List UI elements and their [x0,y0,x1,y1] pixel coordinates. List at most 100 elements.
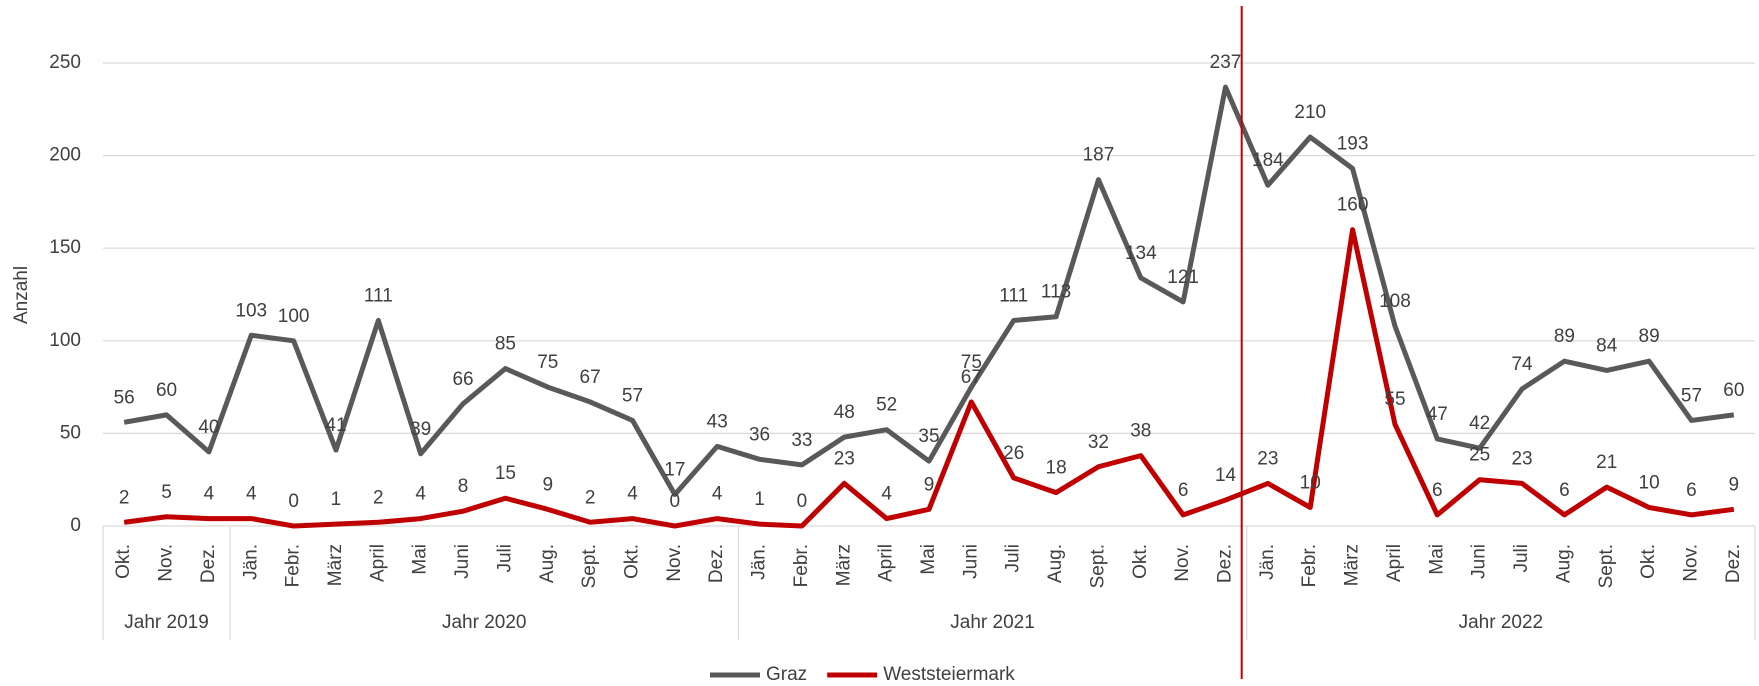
data-label: 4 [204,484,215,505]
x-tick-label: Aug. [537,544,558,583]
x-tick-label: Juni [452,544,473,579]
data-label: 237 [1210,52,1242,73]
x-tick-label: Sept. [1596,544,1617,588]
data-label: 85 [495,334,516,355]
data-label: 103 [235,300,267,321]
data-label: 184 [1252,150,1284,171]
data-label: 9 [542,474,553,495]
data-label: 33 [791,430,812,451]
data-label: 8 [458,476,469,497]
data-label: 89 [1639,326,1660,347]
x-tick-label: Okt. [1130,544,1151,579]
data-label: 57 [1681,385,1702,406]
y-tick-label: 0 [70,515,81,536]
data-label: 35 [918,426,939,447]
data-label: 17 [664,460,685,481]
x-tick-label: April [1384,544,1405,582]
series-line [123,227,1735,529]
x-tick-label: Dez. [1215,544,1236,583]
data-label: 39 [410,419,431,440]
data-label: 6 [1686,480,1697,501]
x-tick-label: Nov. [1172,544,1193,582]
group-label: Jahr 2019 [124,612,209,633]
data-label: 67 [580,367,601,388]
data-label: 89 [1554,326,1575,347]
y-tick-label: 150 [49,237,81,258]
x-tick-label: Jän. [240,544,261,580]
data-label: 9 [924,474,935,495]
x-tick-label: Juli [1511,544,1532,573]
data-label: 56 [114,387,135,408]
data-label: 1 [754,489,765,510]
data-label: 4 [712,484,723,505]
data-label: 6 [1432,480,1443,501]
data-label: 47 [1427,404,1448,425]
x-tick-label: Aug. [1553,544,1574,583]
data-label: 5 [161,482,172,503]
data-label: 75 [537,352,558,373]
data-label: 23 [834,448,855,469]
x-tick-label: Dez. [706,544,727,583]
data-label: 0 [288,491,299,512]
y-tick-label: 250 [49,52,81,73]
data-label: 75 [961,352,982,373]
data-label: 36 [749,424,770,445]
x-tick-label: April [876,544,897,582]
data-label: 4 [415,484,426,505]
data-label: 160 [1337,195,1369,216]
x-tick-label: Mai [1426,544,1447,575]
data-label: 57 [622,385,643,406]
data-label: 32 [1088,432,1109,453]
y-axis-label: Anzahl [11,266,32,324]
x-tick-label: Juli [1003,544,1024,573]
data-label: 100 [278,306,310,327]
data-label: 15 [495,463,516,484]
data-label: 4 [627,484,638,505]
data-label: 210 [1294,102,1326,123]
data-label: 9 [1729,474,1740,495]
data-label: 84 [1596,335,1618,356]
x-tick-label: Dez. [1723,544,1744,583]
data-label: 14 [1215,465,1237,486]
y-tick-label: 100 [49,330,81,351]
data-label: 38 [1130,421,1151,442]
data-label: 43 [707,411,728,432]
x-tick-label: Febr. [283,544,304,587]
data-label: 74 [1511,354,1533,375]
data-label: 0 [797,491,808,512]
data-label: 134 [1125,243,1157,264]
data-label: 67 [961,367,982,388]
data-label: 25 [1469,445,1490,466]
x-tick-label: Febr. [791,544,812,587]
data-label: 23 [1257,448,1278,469]
x-tick-label: Mai [410,544,431,575]
data-label: 6 [1178,480,1189,501]
data-label: 52 [876,395,897,416]
x-tick-label: Febr. [1299,544,1320,587]
x-tick-label: Nov. [156,544,177,582]
data-label: 18 [1046,458,1067,479]
y-tick-label: 50 [60,422,81,443]
data-label: 111 [364,285,393,306]
x-tick-label: Juni [960,544,981,579]
x-tick-label: Juni [1469,544,1490,579]
legend-label: Graz [766,664,807,685]
data-label: 4 [881,484,892,505]
data-label: 187 [1083,145,1115,166]
x-tick-label: Sept. [579,544,600,588]
data-label: 4 [246,484,257,505]
data-label: 193 [1337,134,1369,155]
x-tick-label: März [325,544,346,586]
x-tick-label: Jän. [1257,544,1278,580]
data-label: 113 [1041,282,1071,303]
data-label: 21 [1596,452,1617,473]
data-label: 10 [1300,472,1321,493]
x-tick-label: Okt. [113,544,134,579]
data-label: 26 [1003,443,1024,464]
x-tick-label: Juli [494,544,515,573]
x-tick-label: März [1342,544,1363,586]
data-label: 40 [198,417,219,438]
data-label: 1 [331,489,342,510]
data-label: 2 [119,487,130,508]
x-tick-label: Jän. [749,544,770,580]
